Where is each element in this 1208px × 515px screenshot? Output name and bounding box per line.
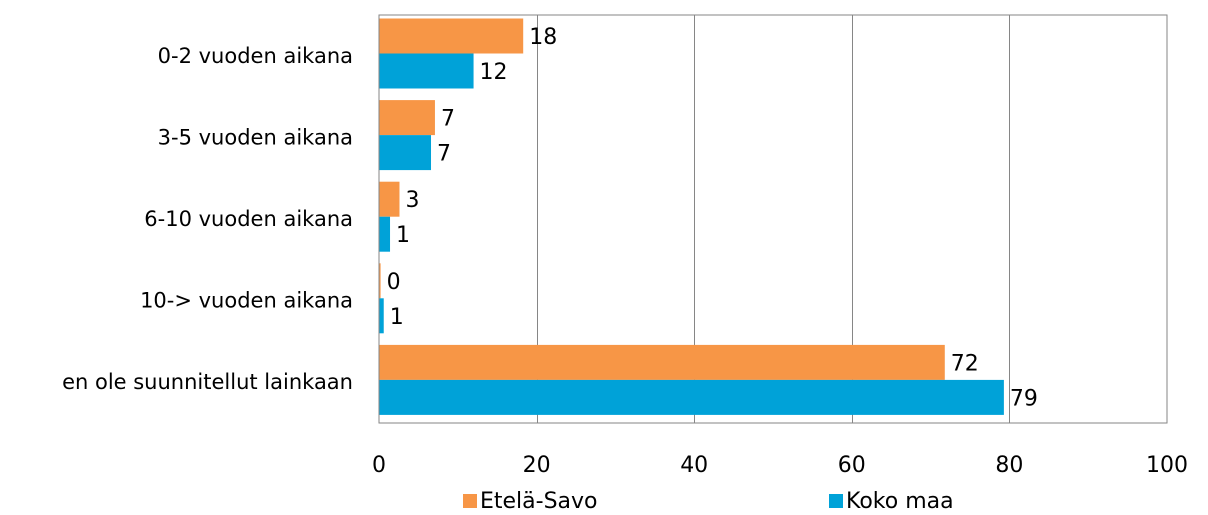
bar-koko-maa (379, 379, 1004, 415)
bar-etela-savo (379, 100, 435, 136)
data-label: 18 (529, 25, 557, 50)
x-tick-label: 100 (1146, 453, 1188, 478)
bar-etela-savo (379, 18, 524, 54)
bar-etela-savo (379, 181, 400, 217)
legend-swatch (463, 494, 477, 508)
category-label: 6-10 vuoden aikana (144, 207, 353, 231)
data-label: 3 (405, 188, 419, 213)
data-label: 7 (437, 142, 451, 167)
data-label: 12 (480, 60, 508, 85)
category-label: 10-> vuoden aikana (140, 289, 353, 313)
legend: Etelä-Savo Koko maa (463, 489, 954, 514)
category-labels: 0-2 vuoden aikana 3-5 vuoden aikana 6-10 v… (62, 44, 353, 394)
x-tick-label: 40 (680, 453, 708, 478)
data-label: 7 (441, 107, 455, 132)
bar-koko-maa (379, 53, 474, 89)
bar-etela-savo (379, 263, 381, 299)
legend-label: Etelä-Savo (480, 489, 598, 514)
x-tick-label: 80 (995, 453, 1023, 478)
x-tick-label: 20 (523, 453, 551, 478)
bar-koko-maa (379, 135, 432, 171)
category-label: 3-5 vuoden aikana (158, 125, 353, 149)
bars (379, 18, 1004, 415)
data-label: 0 (387, 270, 401, 295)
bar-etela-savo (379, 344, 945, 380)
data-label: 1 (390, 305, 404, 330)
legend-label: Koko maa (846, 489, 954, 514)
category-label: en ole suunnitellut lainkaan (62, 370, 353, 394)
x-tick-label: 60 (838, 453, 866, 478)
x-tick-label: 0 (372, 453, 386, 478)
x-tick-labels: 0 20 40 60 80 100 (372, 453, 1188, 478)
bar-koko-maa (379, 298, 384, 334)
data-label: 72 (951, 351, 979, 376)
data-label: 1 (396, 223, 410, 248)
legend-swatch (829, 494, 843, 508)
category-label: 0-2 vuoden aikana (158, 44, 353, 68)
bar-koko-maa (379, 216, 391, 252)
data-label: 79 (1010, 386, 1038, 411)
